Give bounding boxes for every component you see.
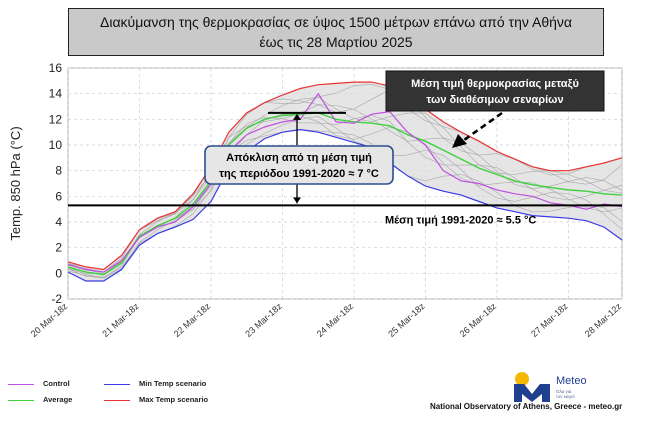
ensemble-mean-annotation-box (385, 70, 605, 112)
y-tick-label: 6 (55, 189, 62, 203)
legend-swatch-average (8, 399, 34, 401)
legend-label-min: Min Temp scenario (139, 379, 207, 388)
legend-item-max: Max Temp scenario (104, 395, 208, 404)
anomaly-arrowhead-down (293, 197, 301, 204)
anomaly-arrowhead-up (293, 113, 301, 120)
x-tick-label: 27 Mar-18z (529, 301, 570, 339)
series-line-min-temp-scenario (67, 128, 623, 282)
x-tick-label: 25 Mar-18z (386, 301, 427, 339)
legend-item-average: Average (8, 395, 72, 404)
legend-label-average: Average (43, 395, 73, 404)
x-tick-label: 22 Mar-18z (172, 301, 213, 339)
x-tick-label: 28 Mar-12z (583, 301, 624, 339)
y-tick-label: 0 (55, 266, 62, 280)
y-tick-label: 16 (49, 61, 63, 75)
y-tick-label: -2 (51, 292, 62, 306)
x-tick-label: 26 Mar-18z (458, 301, 499, 339)
anomaly-annotation-line2: της περιόδου 1991-2020 ≈ 7 °C (219, 168, 379, 180)
series-line-max-temp-scenario (67, 81, 623, 271)
ensemble-mean-pointer-arrowhead (452, 134, 467, 148)
chart-title-line1: Διακύμανση της θερμοκρασίας σε ύψος 1500… (100, 14, 572, 30)
legend-swatch-max (104, 399, 130, 401)
series-line-average (67, 112, 623, 276)
series-line-control (67, 92, 623, 273)
anomaly-annotation-line1: Απόκλιση από τη μέση τιμή (226, 152, 372, 164)
y-tick-label: 14 (49, 87, 63, 101)
chart-title-box: Διακύμανση της θερμοκρασίας σε ύψος 1500… (68, 8, 604, 56)
legend-swatch-min (104, 383, 130, 385)
ensemble-mean-annotation-line1: Μέση τιμή θερμοκρασίας μεταξύ (411, 78, 579, 90)
logo-tagline-line2: τον καιρό (556, 394, 575, 399)
y-tick-label: 4 (55, 215, 62, 229)
x-tick-label: 21 Mar-18z (100, 301, 141, 339)
x-tick-label: 20 Mar-18z (29, 301, 70, 339)
ensemble-member-line (67, 116, 623, 279)
y-tick-label: 8 (55, 164, 62, 178)
ensemble-mean-pointer-arrow (463, 111, 503, 142)
legend-label-max: Max Temp scenario (139, 395, 209, 404)
legend-label-control: Control (43, 379, 70, 388)
credit-text: National Observatory of Athens, Greece -… (430, 402, 623, 411)
legend-swatch-control (8, 383, 34, 385)
climatology-label: Μέση τιμή 1991-2020 ≈ 5.5 °C (385, 214, 536, 226)
y-tick-label: 12 (49, 112, 63, 126)
x-tick-label: 23 Mar-18z (243, 301, 284, 339)
y-axis-label: Temp. 850 hPa (°C) (8, 126, 23, 240)
legend-item-control: Control (8, 379, 70, 388)
y-tick-label: 10 (49, 138, 63, 152)
chart-title-line2: έως τις 28 Μαρτίου 2025 (259, 34, 413, 50)
ensemble-member-line (67, 83, 623, 270)
anomaly-annotation-box (204, 145, 394, 185)
logo-tagline-line1: Όλα για (556, 389, 572, 394)
logo-name: Meteo (556, 375, 587, 387)
legend-item-min: Min Temp scenario (104, 379, 206, 388)
ensemble-mean-annotation-line2: των διαθέσιμων σεναρίων (426, 94, 563, 106)
y-tick-label: 2 (55, 241, 62, 255)
meteo-logo-icon (514, 372, 550, 402)
x-tick-label: 24 Mar-18z (315, 301, 356, 339)
logo-tagline: Όλα για τον καιρό (556, 389, 575, 399)
